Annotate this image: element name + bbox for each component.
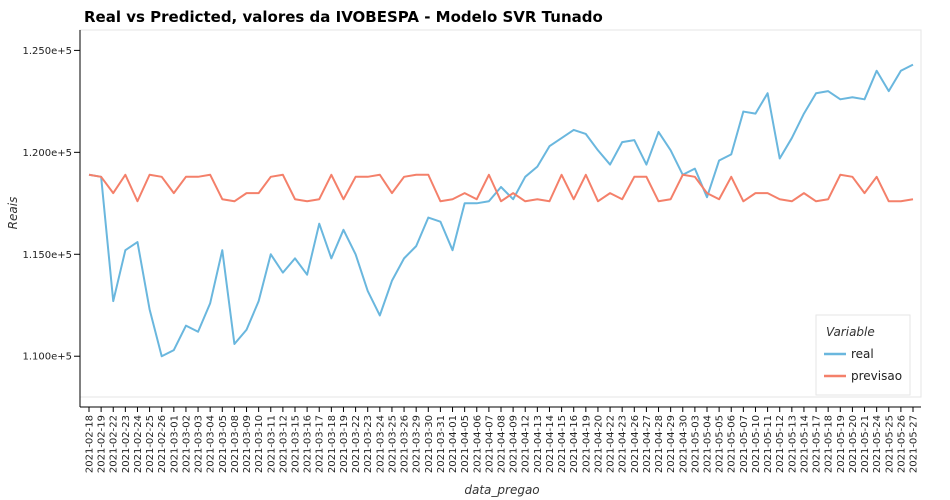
- x-tick-label: 2021-04-16: [569, 415, 580, 473]
- x-tick-label: 2021-03-15: [291, 415, 302, 473]
- x-tick-label: 2021-05-26: [896, 415, 907, 473]
- x-tick-label: 2021-02-18: [85, 415, 96, 473]
- x-tick-label: 2021-05-10: [751, 415, 762, 473]
- x-tick-label: 2021-05-12: [775, 415, 786, 473]
- y-tick-label: 1.200e+5: [22, 148, 72, 159]
- legend-label-real: real: [851, 347, 874, 361]
- x-tick-label: 2021-04-29: [666, 415, 677, 473]
- x-tick-label: 2021-04-15: [557, 415, 568, 473]
- y-axis-label: Reais: [6, 197, 20, 230]
- chart-title: Real vs Predicted, valores da IVOBESPA -…: [84, 8, 603, 26]
- x-tick-label: 2021-04-23: [618, 415, 629, 473]
- x-tick-label: 2021-05-20: [848, 415, 859, 473]
- legend-label-previsao: previsao: [851, 369, 902, 383]
- x-tick-label: 2021-04-07: [484, 415, 495, 473]
- x-tick-label: 2021-04-20: [593, 415, 604, 473]
- x-tick-label: 2021-03-31: [436, 415, 447, 473]
- x-tick-label: 2021-04-14: [545, 415, 556, 473]
- x-tick-label: 2021-03-12: [278, 415, 289, 473]
- x-tick-label: 2021-03-22: [351, 415, 362, 473]
- x-tick-label: 2021-04-05: [460, 415, 471, 473]
- legend: Variable real previsao: [815, 314, 911, 396]
- x-tick-label: 2021-04-28: [654, 415, 665, 473]
- plot-frame: [79, 29, 922, 398]
- x-tick-label: 2021-02-24: [133, 415, 144, 473]
- x-tick-label: 2021-05-14: [799, 415, 810, 473]
- x-tick-label: 2021-03-05: [218, 415, 229, 473]
- x-tick-label: 2021-05-25: [884, 415, 895, 473]
- x-tick-label: 2021-05-18: [824, 415, 835, 473]
- legend-title: Variable: [826, 325, 875, 339]
- x-tick-label: 2021-05-07: [739, 415, 750, 473]
- x-tick-label: 2021-03-02: [181, 415, 192, 473]
- x-tick-label: 2021-03-17: [315, 415, 326, 473]
- x-tick-label: 2021-04-13: [533, 415, 544, 473]
- x-tick-label: 2021-05-03: [690, 415, 701, 473]
- x-tick-label: 2021-04-06: [472, 415, 483, 473]
- x-tick-label: 2021-02-23: [121, 415, 132, 473]
- x-tick-label: 2021-03-10: [254, 415, 265, 473]
- x-tick-label: 2021-04-30: [678, 415, 689, 473]
- series-line-previsao[interactable]: [88, 173, 914, 203]
- x-tick-label: 2021-05-13: [787, 415, 798, 473]
- x-tick-label: 2021-03-08: [230, 415, 241, 473]
- x-axis: 2021-02-18 2021-02-19 2021-02-22 2021-02-23…: [80, 406, 921, 473]
- x-tick-label: 2021-04-22: [606, 415, 617, 473]
- x-tick-label: 2021-03-30: [424, 415, 435, 473]
- x-tick-label: 2021-05-27: [909, 415, 920, 473]
- x-tick-label: 2021-05-04: [703, 415, 714, 473]
- x-tick-label: 2021-05-24: [872, 415, 883, 473]
- x-tick-label: 2021-03-29: [412, 415, 423, 473]
- x-tick-label: 2021-04-12: [521, 415, 532, 473]
- x-tick-label: 2021-03-01: [169, 415, 180, 473]
- x-tick-label: 2021-04-27: [642, 415, 653, 473]
- x-tick-label: 2021-02-19: [97, 415, 108, 473]
- x-tick-label: 2021-05-17: [812, 415, 823, 473]
- x-tick-label: 2021-03-26: [400, 415, 411, 473]
- y-tick-label: 1.250e+5: [22, 46, 72, 57]
- x-tick-label: 2021-03-25: [387, 415, 398, 473]
- y-tick-label: 1.100e+5: [22, 352, 72, 363]
- x-tick-label: 2021-05-06: [727, 415, 738, 473]
- x-tick-label: 2021-02-25: [145, 415, 156, 473]
- x-tick-label: 2021-05-11: [763, 415, 774, 473]
- x-tick-label: 2021-03-03: [194, 415, 205, 473]
- x-tick-label: 2021-03-09: [242, 415, 253, 473]
- x-tick-label: 2021-03-23: [363, 415, 374, 473]
- x-tick-label: 2021-03-19: [339, 415, 350, 473]
- x-tick-label: 2021-04-01: [448, 415, 459, 473]
- x-tick-label: 2021-03-24: [375, 415, 386, 473]
- plot-area[interactable]: [79, 29, 922, 398]
- x-tick-label: 2021-03-18: [327, 415, 338, 473]
- x-tick-label: 2021-05-19: [836, 415, 847, 473]
- x-tick-label: 2021-04-19: [581, 415, 592, 473]
- x-tick-label: 2021-04-09: [509, 415, 520, 473]
- x-axis-label: data_pregao: [464, 483, 539, 497]
- x-tick-label: 2021-05-05: [715, 415, 726, 473]
- x-tick-label: 2021-03-04: [206, 415, 217, 473]
- x-tick-label: 2021-04-26: [630, 415, 641, 473]
- y-axis: 1.100e+5 1.150e+5 1.200e+5 1.250e+5: [22, 30, 81, 407]
- x-tick-label: 2021-02-22: [109, 415, 120, 473]
- x-tick-label: 2021-02-26: [157, 415, 168, 473]
- x-tick-label: 2021-03-11: [266, 415, 277, 473]
- series-line-real[interactable]: [88, 63, 914, 358]
- x-tick-label: 2021-03-16: [303, 415, 314, 473]
- x-tick-label: 2021-04-08: [497, 415, 508, 473]
- x-tick-label: 2021-05-21: [860, 415, 871, 473]
- y-tick-label: 1.150e+5: [22, 250, 72, 261]
